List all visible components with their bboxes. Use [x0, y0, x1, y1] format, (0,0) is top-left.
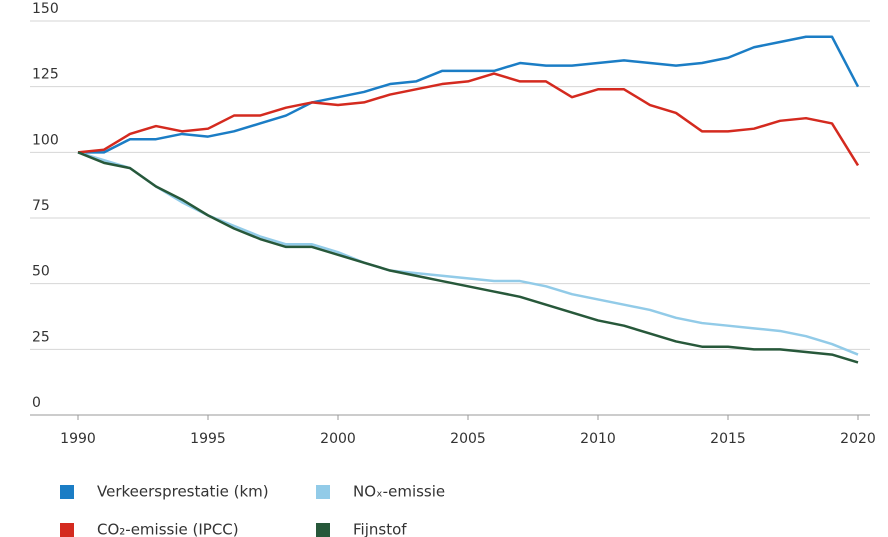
y-tick-label: 150 [32, 1, 59, 17]
series-line [77, 151, 859, 364]
x-tick-label: 2000 [320, 431, 356, 447]
legend-swatch [316, 485, 330, 499]
y-tick-label: 125 [32, 67, 59, 83]
x-tick-label: 1990 [60, 431, 96, 447]
series-line [78, 35, 860, 154]
x-tick-label: 2010 [580, 431, 616, 447]
legend-label: Fijnstof [353, 521, 407, 537]
y-tick-label: 0 [32, 395, 41, 411]
series-line [77, 151, 859, 356]
x-tick-label: 2020 [840, 431, 876, 447]
legend-label: NOₓ-emissie [353, 483, 445, 501]
legend-swatch [60, 523, 74, 537]
y-tick-label: 100 [32, 132, 59, 148]
y-tick-label: 75 [32, 198, 50, 214]
x-tick-label: 2005 [450, 431, 486, 447]
x-tick-label: 1995 [190, 431, 226, 447]
legend-swatch [316, 523, 330, 537]
x-tick-label: 2015 [710, 431, 746, 447]
legend-swatch [60, 485, 74, 499]
legend-label: CO₂-emissie (IPCC) [97, 521, 239, 537]
y-tick-label: 25 [32, 329, 50, 345]
legend-label: Verkeersprestatie (km) [97, 483, 269, 501]
series-line [77, 72, 860, 167]
y-tick-label: 50 [32, 264, 50, 280]
